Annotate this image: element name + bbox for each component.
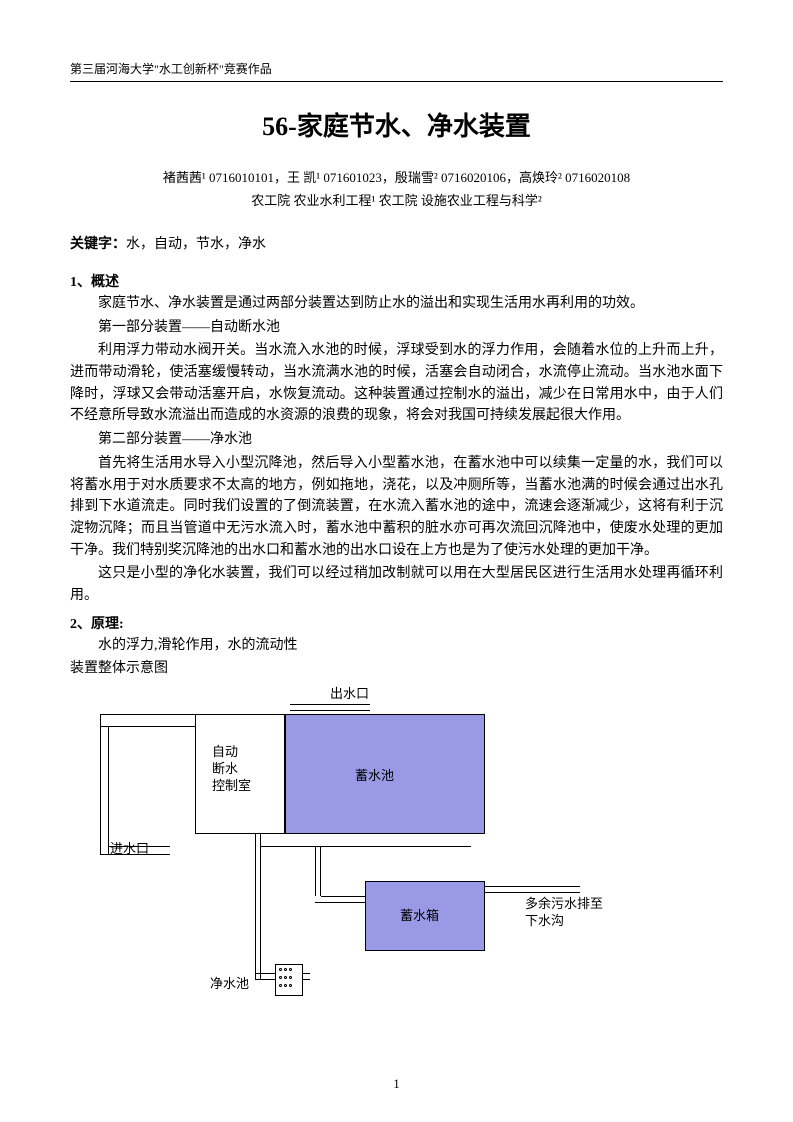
paragraph-4: 第二部分装置——净水池 [70, 429, 723, 451]
drain-pipe-bot [485, 892, 580, 893]
hole-icon [284, 976, 287, 979]
hole-icon [279, 984, 282, 987]
section-2-heading: 2、原理: [70, 613, 723, 633]
outlet-pipe-bottom [290, 710, 370, 711]
paragraph-7: 水的浮力,滑轮作用，水的流动性 [70, 635, 723, 657]
frame-left-outer [100, 714, 101, 854]
drain-pipe-top [485, 886, 580, 887]
keywords-text: 水，自动，节水，净水 [126, 237, 266, 252]
paragraph-5: 首先将生活用水导入小型沉降池，然后导入小型蓄水池，在蓄水池中可以续集一定量的水，… [70, 453, 723, 561]
control-room-label: 自动 断水 控制室 [212, 744, 251, 795]
hole-icon [289, 984, 292, 987]
drain-label: 多余污水排至 下水沟 [525, 896, 603, 930]
tank-label: 蓄水箱 [400, 908, 439, 925]
keywords-label: 关键字： [70, 237, 126, 252]
authors-line: 褚茜茜¹ 0716010101，王 凯¹ 071601023，殷瑞雪² 0716… [70, 167, 723, 186]
purifier-holes-row3 [279, 984, 292, 987]
control-room-l3: 控制室 [212, 778, 251, 793]
drain-l1: 多余污水排至 [525, 896, 603, 911]
hole-icon [284, 968, 287, 971]
drain-l2: 下水沟 [525, 913, 564, 928]
diagram-container: 出水口 自动 断水 控制室 蓄水池 进水口 蓄水箱 多余污水排至 下水沟 [80, 686, 680, 1016]
page-header: 第三届河海大学"水工创新杯"竞赛作品 [70, 60, 723, 82]
purifier-holes-row2 [279, 976, 292, 979]
paragraph-1: 家庭节水、净水装置是通过两部分装置达到防止水的溢出和实现生活用水再利用的功效。 [70, 293, 723, 315]
keywords: 关键字：水，自动，节水，净水 [70, 233, 723, 253]
sep-line [261, 846, 471, 847]
hole-icon [284, 984, 287, 987]
paragraph-2: 第一部分装置——自动断水池 [70, 317, 723, 339]
paragraph-6: 这只是小型的净化水装置，我们可以经过稍加改制就可以用在大型居民区进行生活用水处理… [70, 563, 723, 606]
page-number: 1 [0, 1076, 793, 1092]
hole-icon [289, 968, 292, 971]
control-room-l1: 自动 [212, 744, 238, 759]
connector-to-tank-bot [315, 902, 365, 903]
frame-top1 [100, 714, 195, 715]
hole-icon [279, 968, 282, 971]
control-room-l2: 断水 [212, 761, 238, 776]
purifier-holes-row1 [279, 968, 292, 971]
frame-top2 [100, 726, 195, 727]
inlet-label: 进水口 [110, 841, 149, 858]
hole-icon [279, 976, 282, 979]
affiliations-line: 农工院 农业水利工程¹ 农工院 设施农业工程与科学² [70, 190, 723, 209]
frame-left-inner [108, 726, 109, 854]
section-1-heading: 1、概述 [70, 271, 723, 291]
reservoir-label: 蓄水池 [355, 768, 394, 785]
connector-to-tank-top [321, 896, 365, 897]
outlet-pipe-top [290, 704, 370, 705]
hole-icon [289, 976, 292, 979]
outlet-label: 出水口 [330, 686, 369, 703]
diagram-caption: 装置整体示意图 [70, 658, 723, 680]
document-title: 56-家庭节水、净水装置 [70, 106, 723, 143]
paragraph-3: 利用浮力带动水阀开关。当水流入水池的时候，浮球受到水的浮力作用，会随着水位的上升… [70, 340, 723, 427]
vertical-pipe-mid [315, 846, 321, 896]
vertical-pipe-left [255, 834, 261, 979]
purifier-label: 净水池 [210, 976, 249, 993]
